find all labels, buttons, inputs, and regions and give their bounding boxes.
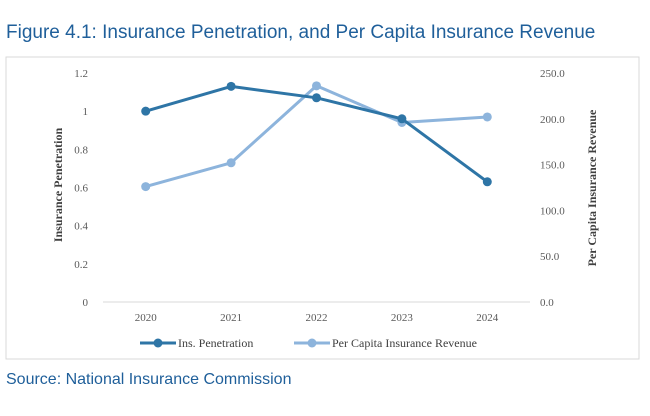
left-tick-label: 0.6 bbox=[74, 183, 88, 195]
ins-penetration-point bbox=[312, 93, 321, 103]
ins-penetration-point bbox=[226, 81, 236, 91]
right-tick-label: 50.0 bbox=[540, 251, 560, 263]
right-tick-label: 150.0 bbox=[540, 160, 565, 172]
x-tick-label: 2021 bbox=[220, 312, 242, 324]
per-capita-revenue-point bbox=[226, 158, 236, 168]
chart-frame bbox=[5, 56, 640, 360]
ins-penetration-point bbox=[482, 177, 492, 187]
x-tick-label: 2024 bbox=[476, 312, 499, 324]
ins-penetration-point bbox=[397, 114, 407, 124]
per-capita-revenue-legend-label: Per Capita Insurance Revenue bbox=[332, 336, 477, 350]
right-tick-label: 0.0 bbox=[540, 297, 554, 309]
left-tick-label: 1 bbox=[83, 106, 89, 118]
right-tick-label: 200.0 bbox=[540, 114, 565, 126]
x-tick-label: 2020 bbox=[135, 312, 158, 324]
right-tick-label: 250.0 bbox=[540, 68, 565, 80]
ins-penetration-legend-marker bbox=[153, 338, 163, 348]
right-tick-label: 100.0 bbox=[540, 205, 565, 217]
per-capita-revenue-point bbox=[312, 81, 321, 91]
left-tick-label: 0.8 bbox=[74, 144, 88, 156]
per-capita-revenue-point bbox=[482, 112, 492, 122]
per-capita-revenue-legend-marker bbox=[307, 338, 317, 348]
x-tick-label: 2023 bbox=[391, 312, 414, 324]
left-tick-label: 0 bbox=[83, 297, 89, 309]
figure-source: Source: National Insurance Commission bbox=[6, 371, 292, 388]
right-axis-title: Per Capita Insurance Revenue bbox=[585, 109, 599, 266]
ins-penetration-legend-label: Ins. Penetration bbox=[178, 336, 253, 350]
x-tick-label: 2022 bbox=[306, 312, 328, 324]
left-tick-label: 0.2 bbox=[74, 259, 88, 271]
per-capita-revenue-point bbox=[141, 182, 151, 192]
left-tick-label: 1.2 bbox=[74, 68, 88, 80]
ins-penetration-point bbox=[141, 106, 151, 116]
left-axis-title: Insurance Penetration bbox=[51, 128, 65, 243]
figure-title: Figure 4.1: Insurance Penetration, and P… bbox=[6, 22, 596, 43]
left-tick-label: 0.4 bbox=[74, 221, 88, 233]
